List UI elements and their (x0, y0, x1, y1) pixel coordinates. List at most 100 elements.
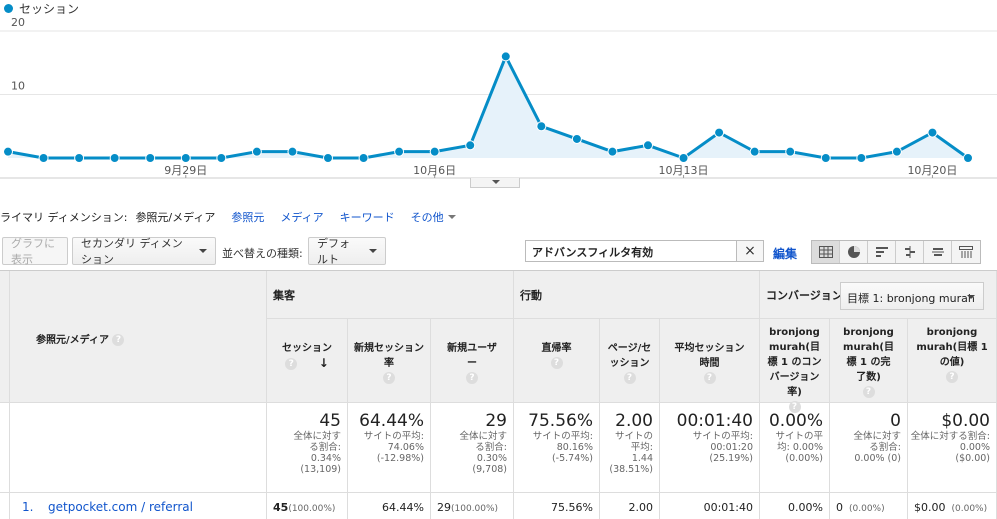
row-cell-pages-per-session: 2.00 (600, 493, 660, 519)
x-tick-label: 10月13日 (659, 164, 709, 177)
help-icon[interactable]: ? (383, 372, 395, 384)
summary-subtext: 80.16% (556, 442, 593, 453)
pie-view-button[interactable] (840, 241, 868, 263)
dimension-link-keyword[interactable]: キーワード (339, 211, 395, 224)
caret-down-icon (369, 249, 377, 253)
column-header-new-users[interactable]: 新規ユーザー? (431, 319, 514, 403)
help-icon[interactable]: ? (550, 357, 563, 369)
summary-sessions: 45 全体に対す る割合: 0.34% (13,109) (267, 403, 348, 493)
row-cell-value: 29 (437, 501, 451, 514)
summary-subtext: 0.30% (476, 453, 507, 464)
data-point (891, 146, 902, 157)
column-header-text: 時間 (699, 358, 720, 369)
chart-legend[interactable]: セッション (4, 0, 79, 16)
summary-subtext: (9,708) (472, 464, 507, 475)
column-header-text: 率) (787, 387, 802, 398)
goal-select-value: 目標 1: bronjong murah (847, 292, 975, 305)
column-header-pages-per-session[interactable]: ページ/セ ッション? (600, 319, 660, 403)
clear-filter-button[interactable]: × (736, 240, 764, 262)
dimension-header[interactable]: 参照元/メディア ? (10, 271, 267, 403)
dimension-link-medium[interactable]: メディア (280, 211, 324, 224)
column-header-text: 了数) (856, 372, 881, 383)
grid-icon (818, 246, 833, 258)
row-index: 1. (22, 500, 34, 514)
edit-filter-link[interactable]: 編集 (773, 247, 798, 261)
data-point (856, 153, 867, 163)
pivot-icon (959, 246, 973, 258)
column-header-text: セッション (282, 343, 332, 354)
summary-subtext: 0.00% (959, 442, 990, 453)
column-header-text: 平均セッション (674, 343, 745, 354)
series-line (7, 52, 969, 160)
table-view-button[interactable] (812, 241, 840, 263)
close-icon: × (744, 243, 756, 259)
caret-down-icon (967, 295, 975, 299)
sort-type-dropdown[interactable]: デフォルト (308, 237, 386, 266)
chart-collapse-tab[interactable] (470, 178, 520, 188)
row-dimension-link[interactable]: getpocket.com / referral (48, 500, 193, 514)
row-cell-avg-session-duration: 00:01:40 (660, 493, 760, 519)
sessions-chart[interactable]: 20 10 9月29日 10月6日 10月13日 10月20日 (0, 14, 997, 179)
summary-label-cell (10, 403, 267, 493)
help-icon[interactable]: ? (946, 371, 958, 383)
term-cloud-view-button[interactable] (924, 241, 952, 263)
summary-pages-per-session: 2.00 サイトの 平均: 1.44 (38.51%) (600, 403, 660, 493)
help-icon[interactable]: ? (788, 401, 801, 413)
column-header-sessions[interactable]: セッション? ↓ (267, 319, 348, 403)
data-point (358, 153, 369, 163)
summary-new-users: 29 全体に対す る割合: 0.30% (9,708) (431, 403, 514, 493)
summary-subtext: (0.00%) (785, 453, 823, 464)
data-point (785, 146, 796, 157)
column-header-goal-value[interactable]: bronjong murah(目標 1 の値)? (908, 319, 997, 403)
pivot-view-button[interactable] (952, 241, 980, 263)
performance-view-button[interactable] (868, 241, 896, 263)
goal-select-dropdown[interactable]: 目標 1: bronjong murah (840, 282, 984, 310)
dimension-other-dropdown[interactable]: その他 (411, 209, 456, 225)
comparison-view-button[interactable] (896, 241, 924, 263)
select-row-cell[interactable] (0, 493, 10, 519)
summary-subtext: (38.51%) (609, 464, 653, 475)
column-header-text: murah(目標 1 (916, 342, 988, 353)
column-header-new-session-rate[interactable]: 新規セッション率? (348, 319, 431, 403)
x-tick-label: 9月29日 (164, 164, 207, 177)
help-icon[interactable]: ? (112, 334, 125, 346)
row-cell-percent: (0.00%) (951, 504, 988, 514)
help-icon[interactable]: ? (862, 386, 875, 398)
secondary-dimension-dropdown[interactable]: セカンダリ ディメンション (72, 237, 216, 266)
advanced-filter-field[interactable]: アドバンスフィルタ有効 (525, 240, 737, 262)
row-cell-goal-completions: 0 (0.00%) (830, 493, 908, 519)
summary-subtext: 74.06% (387, 442, 424, 453)
row-cell-value: $0.00 (914, 501, 946, 514)
summary-subtext: 全体に対する割合: (910, 431, 990, 442)
column-header-avg-session-duration[interactable]: 平均セッション 時間? (660, 319, 760, 403)
chevron-down-icon (492, 180, 500, 184)
summary-subtext: サイトの平均: (363, 431, 424, 442)
y-tick-label: 10 (11, 80, 25, 93)
row-cell-new-users: 29(100.00%) (431, 493, 514, 519)
comparison-icon (904, 246, 915, 258)
dimension-link-source[interactable]: 参照元 (231, 211, 265, 224)
help-icon[interactable]: ? (703, 372, 716, 384)
column-header-bounce-rate[interactable]: 直帰率? (514, 319, 600, 403)
help-icon[interactable]: ? (466, 372, 478, 384)
term-cloud-icon (931, 248, 944, 256)
summary-subtext: 均: 0.00% (777, 442, 823, 453)
column-header-goal-conv-rate[interactable]: bronjong murah(目標 1 のコン バージョン 率)? (760, 319, 830, 413)
sort-type-value: デフォルト (317, 237, 350, 266)
column-header-text: 標 1 のコン (767, 357, 822, 368)
row-cell-percent: (100.00%) (451, 504, 499, 514)
plot-rows-button[interactable]: グラフに表示 (2, 237, 68, 266)
data-point (394, 146, 405, 157)
help-icon[interactable]: ? (623, 372, 636, 384)
group-behavior: 行動 (514, 271, 760, 319)
summary-value: 0.00% (768, 411, 823, 431)
summary-goal-value: $0.00 全体に対する割合: 0.00% ($0.00) (908, 403, 997, 493)
table-toolbar: グラフに表示 セカンダリ ディメンション 並べ替えの種類: デフォルト アドバン… (0, 237, 997, 267)
sort-type-label: 並べ替えの種類: (222, 247, 303, 260)
column-header-goal-completions[interactable]: bronjong murah(目標 1 の完 了数)? (830, 319, 908, 403)
column-header-text: 新規ユーザ (447, 343, 497, 354)
help-icon[interactable]: ? (285, 358, 298, 370)
data-point (323, 153, 333, 163)
row-cell-value: 0.00% (788, 501, 823, 514)
summary-subtext: サイトの平均: (692, 431, 753, 442)
